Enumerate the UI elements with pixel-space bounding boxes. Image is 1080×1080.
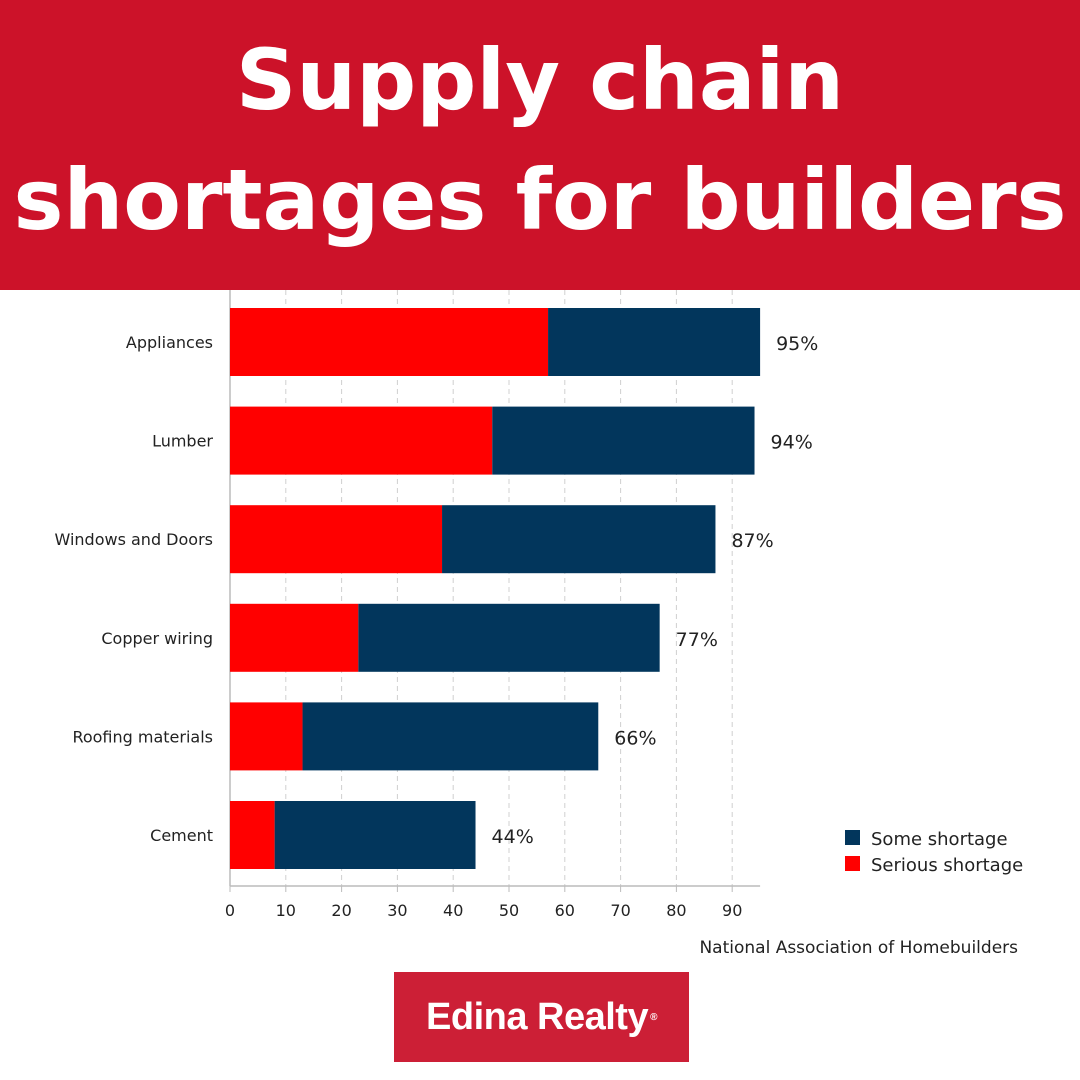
x-tick-label: 70	[610, 901, 630, 920]
category-label: Lumber	[152, 432, 213, 451]
bar-serious-shortage	[230, 505, 443, 574]
total-label: 44%	[492, 826, 534, 848]
legend-label: Serious shortage	[871, 855, 1023, 876]
category-label: Appliances	[126, 333, 213, 352]
legend-label: Some shortage	[871, 829, 1008, 850]
category-label: Cement	[150, 826, 213, 845]
legend-swatch	[845, 856, 860, 871]
total-label: 95%	[776, 333, 818, 355]
x-tick-label: 40	[443, 901, 463, 920]
x-tick-label: 80	[666, 901, 686, 920]
bar-some-shortage	[442, 505, 716, 574]
stacked-bar-chart: 0 10 20 30 40 50 60 70 80 90 Appliances 95% Lumber 94…	[54, 290, 1023, 958]
total-label: 94%	[771, 432, 813, 454]
bar-some-shortage	[274, 801, 476, 869]
x-tick-label: 60	[555, 901, 575, 920]
logo-text: Edina Realty	[426, 995, 649, 1038]
total-label: 77%	[676, 629, 718, 651]
title-line-1: Supply chain	[235, 31, 845, 129]
x-tick-label: 90	[722, 901, 742, 920]
legend-swatch	[845, 830, 860, 845]
source-note: National Association of Homebuilders	[699, 938, 1018, 958]
bar-some-shortage	[302, 702, 599, 771]
logo-mark: ®	[650, 1011, 657, 1023]
bar-some-shortage	[492, 406, 755, 475]
bar-serious-shortage	[230, 603, 359, 672]
category-label: Roofing materials	[72, 727, 213, 746]
edina-realty-logo: Edina Realty ®	[394, 972, 689, 1062]
x-tick-label: 20	[331, 901, 351, 920]
bar-some-shortage	[358, 603, 660, 672]
title-banner: Supply chain shortages for builders	[0, 0, 1080, 290]
bar-serious-shortage	[230, 308, 549, 376]
x-tick-label: 0	[225, 901, 235, 920]
bar-serious-shortage	[230, 801, 275, 869]
total-label: 87%	[731, 530, 773, 552]
x-tick-label: 10	[276, 901, 296, 920]
title-line-2: shortages for builders	[13, 151, 1067, 249]
category-label: Copper wiring	[101, 629, 213, 648]
bar-some-shortage	[548, 308, 761, 376]
bar-serious-shortage	[230, 702, 303, 771]
x-tick-label: 30	[387, 901, 407, 920]
category-label: Windows and Doors	[54, 530, 213, 549]
x-tick-label: 50	[499, 901, 519, 920]
total-label: 66%	[614, 727, 656, 749]
bar-serious-shortage	[230, 406, 493, 475]
